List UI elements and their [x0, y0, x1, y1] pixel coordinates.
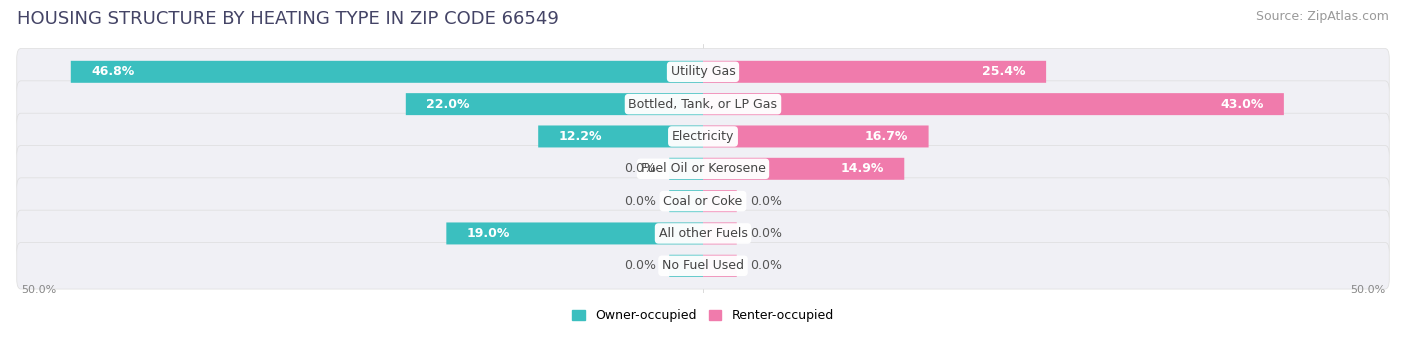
FancyBboxPatch shape: [17, 146, 1389, 192]
Text: 12.2%: 12.2%: [558, 130, 602, 143]
FancyBboxPatch shape: [703, 93, 1284, 115]
Legend: Owner-occupied, Renter-occupied: Owner-occupied, Renter-occupied: [572, 309, 834, 322]
Text: 0.0%: 0.0%: [624, 162, 655, 175]
FancyBboxPatch shape: [669, 190, 703, 212]
Text: 46.8%: 46.8%: [91, 65, 135, 78]
FancyBboxPatch shape: [17, 81, 1389, 128]
Text: Coal or Coke: Coal or Coke: [664, 195, 742, 208]
FancyBboxPatch shape: [669, 255, 703, 277]
Text: 43.0%: 43.0%: [1220, 98, 1264, 110]
FancyBboxPatch shape: [70, 61, 703, 83]
FancyBboxPatch shape: [703, 255, 737, 277]
Text: 19.0%: 19.0%: [467, 227, 510, 240]
FancyBboxPatch shape: [17, 48, 1389, 95]
FancyBboxPatch shape: [17, 210, 1389, 257]
Text: Source: ZipAtlas.com: Source: ZipAtlas.com: [1256, 10, 1389, 23]
Text: 50.0%: 50.0%: [1350, 285, 1385, 295]
Text: Bottled, Tank, or LP Gas: Bottled, Tank, or LP Gas: [628, 98, 778, 110]
Text: Utility Gas: Utility Gas: [671, 65, 735, 78]
Text: 50.0%: 50.0%: [21, 285, 56, 295]
FancyBboxPatch shape: [538, 125, 703, 147]
Text: 14.9%: 14.9%: [841, 162, 884, 175]
Text: 16.7%: 16.7%: [865, 130, 908, 143]
FancyBboxPatch shape: [703, 158, 904, 180]
FancyBboxPatch shape: [703, 61, 1046, 83]
FancyBboxPatch shape: [703, 222, 737, 244]
Text: All other Fuels: All other Fuels: [658, 227, 748, 240]
Text: 0.0%: 0.0%: [751, 195, 782, 208]
FancyBboxPatch shape: [17, 113, 1389, 160]
Text: 22.0%: 22.0%: [426, 98, 470, 110]
FancyBboxPatch shape: [406, 93, 703, 115]
Text: Electricity: Electricity: [672, 130, 734, 143]
Text: 0.0%: 0.0%: [751, 227, 782, 240]
Text: 0.0%: 0.0%: [751, 259, 782, 272]
FancyBboxPatch shape: [703, 125, 928, 147]
FancyBboxPatch shape: [669, 158, 703, 180]
Text: 0.0%: 0.0%: [624, 195, 655, 208]
Text: Fuel Oil or Kerosene: Fuel Oil or Kerosene: [641, 162, 765, 175]
Text: HOUSING STRUCTURE BY HEATING TYPE IN ZIP CODE 66549: HOUSING STRUCTURE BY HEATING TYPE IN ZIP…: [17, 10, 558, 28]
FancyBboxPatch shape: [446, 222, 703, 244]
Text: No Fuel Used: No Fuel Used: [662, 259, 744, 272]
Text: 0.0%: 0.0%: [624, 259, 655, 272]
Text: 25.4%: 25.4%: [983, 65, 1026, 78]
FancyBboxPatch shape: [17, 178, 1389, 224]
FancyBboxPatch shape: [17, 242, 1389, 289]
FancyBboxPatch shape: [703, 190, 737, 212]
